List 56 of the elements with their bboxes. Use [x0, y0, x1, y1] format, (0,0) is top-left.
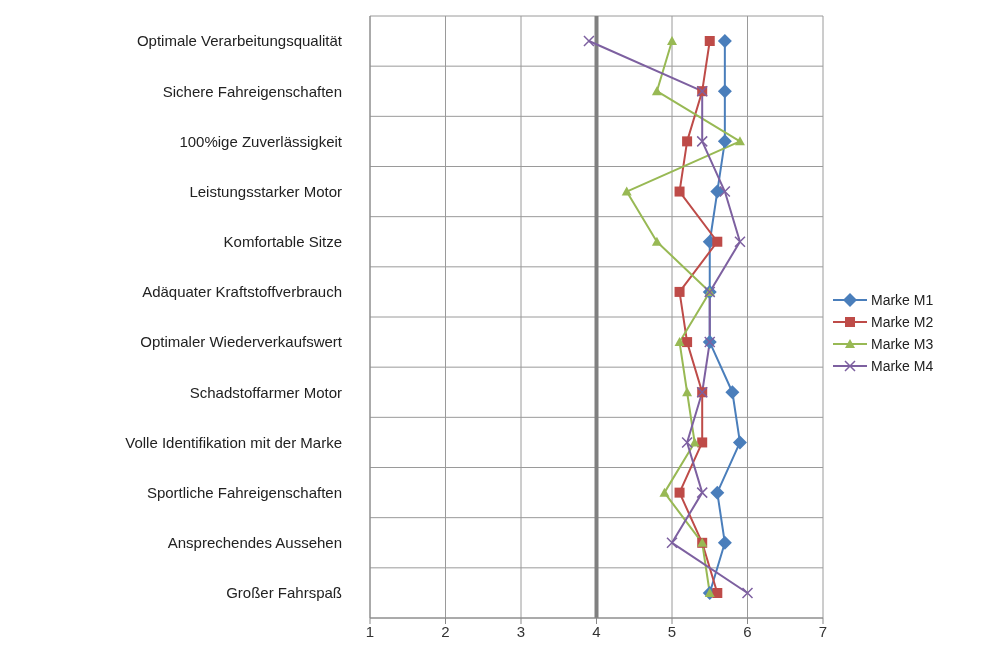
point	[682, 136, 693, 147]
x-tick-label: 3	[516, 622, 526, 640]
point	[741, 587, 754, 599]
x-tick-label: 7	[818, 622, 828, 640]
x-tick-label: 2	[441, 622, 450, 640]
point	[583, 35, 595, 47]
point	[704, 36, 715, 46]
y-tick-label: Komfortable Sitze	[223, 233, 342, 251]
point	[710, 485, 725, 500]
x-tick-label: 5	[667, 622, 677, 640]
point	[697, 437, 708, 448]
y-tick-label: Volle Identifikation mit der Marke	[125, 433, 342, 451]
point	[674, 337, 685, 347]
y-tick-label: Großer Fahrspaß	[226, 584, 342, 602]
point	[717, 134, 732, 149]
legend-label: Marke M1	[871, 292, 934, 308]
x-tick-label: 4	[592, 622, 601, 640]
point	[719, 185, 731, 198]
point	[717, 84, 732, 99]
y-tick-label: Adäquater Kraftstoffverbrauch	[142, 283, 342, 301]
y-tick-label: Optimaler Wiederverkaufswert	[140, 333, 343, 351]
point	[732, 435, 747, 450]
point	[674, 286, 685, 297]
point	[710, 184, 725, 199]
point	[696, 135, 708, 148]
legend-label: Marke M2	[871, 314, 934, 330]
point	[717, 535, 732, 550]
point	[667, 36, 677, 45]
point	[717, 34, 732, 48]
point	[734, 235, 746, 248]
legend-label: Marke M4	[871, 358, 934, 374]
y-tick-label: Ansprechendes Aussehen	[167, 534, 342, 552]
x-tick-label: 1	[365, 622, 375, 640]
point	[681, 436, 693, 449]
x-tick-label: 6	[743, 622, 752, 640]
point	[682, 387, 693, 397]
point	[725, 385, 740, 400]
point	[734, 136, 745, 146]
point	[621, 186, 632, 196]
point	[651, 86, 662, 96]
point	[712, 236, 723, 247]
y-tick-label: Optimale Verarbeitungsqualität	[136, 32, 343, 50]
y-tick-label: Schadstoffarmer Motor	[189, 383, 342, 401]
point	[651, 236, 662, 246]
point	[696, 486, 708, 499]
point	[659, 487, 670, 497]
y-tick-label: Sichere Fahreigenschaften	[162, 82, 342, 100]
y-tick-label: Sportliche Fahreigenschaften	[146, 483, 342, 501]
point	[666, 537, 678, 549]
point	[674, 186, 685, 197]
point	[674, 487, 685, 498]
point	[682, 337, 693, 348]
legend-label: Marke M3	[871, 336, 934, 352]
y-tick-label: 100%ige Zuverlässigkeit	[179, 132, 343, 150]
y-tick-label: Leistungsstarker Motor	[189, 182, 342, 200]
point	[712, 588, 723, 598]
